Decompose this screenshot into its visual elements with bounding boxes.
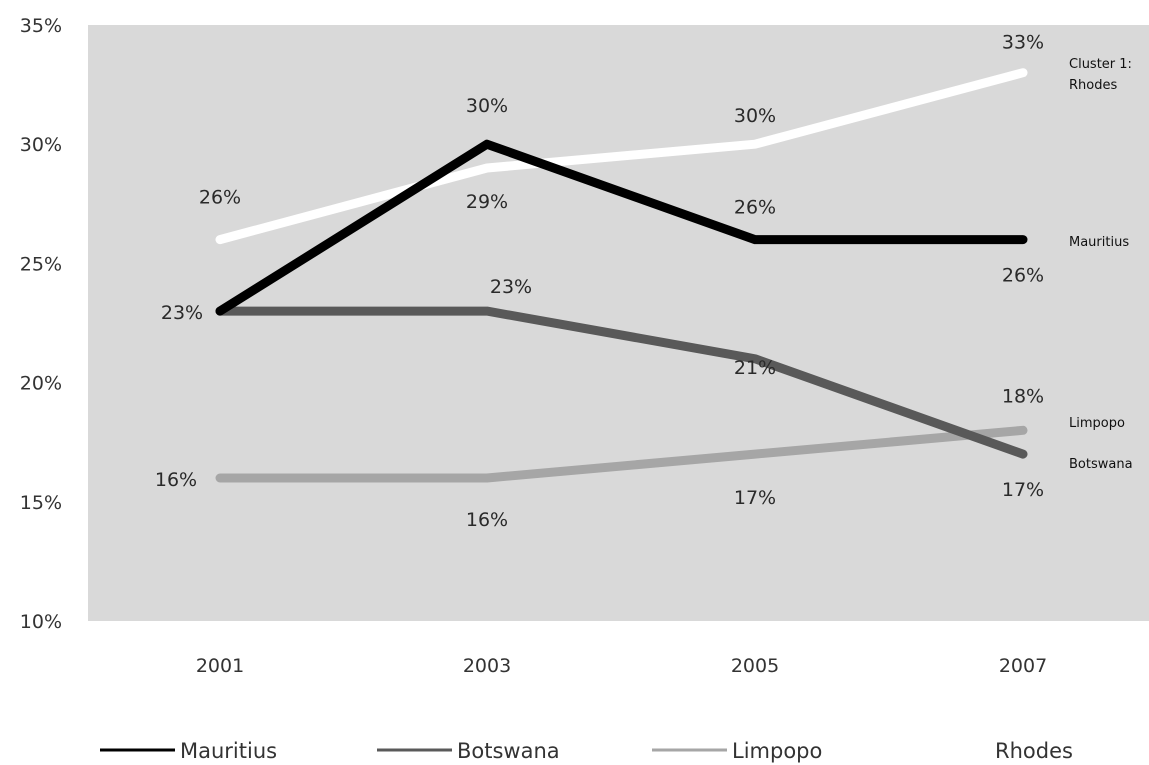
x-tick-label: 2007 [999, 655, 1047, 677]
y-tick-label: 30% [20, 134, 62, 156]
data-labels: 23% 30% 26% 26% 23% 21% 17% 16% 16% 17% 18% 26% 29% 3… [155, 32, 1044, 531]
data-label-mauritius: 23% [161, 302, 203, 324]
series-end-labels: Mauritius Botswana Limpopo Cluster 1: Rhodes [1069, 57, 1133, 472]
data-label-limpopo: 18% [1002, 385, 1044, 407]
y-axis-ticks: 10% 15% 20% 25% 30% 35% [20, 15, 62, 633]
y-tick-label: 25% [20, 253, 62, 275]
x-tick-label: 2001 [196, 655, 244, 677]
end-label-limpopo: Limpopo [1069, 416, 1125, 431]
x-tick-label: 2003 [463, 655, 511, 677]
legend-label-botswana: Botswana [457, 739, 560, 763]
data-label-mauritius: 30% [466, 95, 508, 117]
data-label-rhodes: 29% [466, 191, 508, 213]
end-label-botswana: Botswana [1069, 457, 1133, 472]
end-label-rhodes: Cluster 1: [1069, 57, 1132, 72]
series-lines [215, 68, 1028, 483]
data-label-limpopo: 17% [734, 487, 776, 509]
data-label-limpopo: 16% [155, 469, 197, 491]
x-axis-ticks: 2001 2003 2005 2007 [196, 655, 1047, 677]
y-tick-label: 10% [20, 611, 62, 633]
legend-label-rhodes: Rhodes [995, 739, 1073, 763]
legend-label-mauritius: Mauritius [180, 739, 277, 763]
x-tick-label: 2005 [731, 655, 779, 677]
legend: Mauritius Botswana Limpopo Rhodes [100, 739, 1073, 763]
data-label-limpopo: 16% [466, 509, 508, 531]
series-line-botswana [215, 306, 1028, 459]
data-label-mauritius: 26% [1002, 265, 1044, 287]
data-label-rhodes: 30% [734, 105, 776, 127]
y-tick-label: 15% [20, 492, 62, 514]
data-label-botswana: 23% [490, 276, 532, 298]
legend-label-limpopo: Limpopo [732, 739, 822, 763]
y-tick-label: 20% [20, 373, 62, 395]
data-label-rhodes: 26% [199, 187, 241, 209]
y-tick-label: 35% [20, 15, 62, 37]
series-line-limpopo [215, 425, 1028, 483]
end-label-rhodes: Rhodes [1069, 78, 1117, 93]
data-label-mauritius: 26% [734, 197, 776, 219]
data-label-botswana: 21% [734, 357, 776, 379]
plot-area [88, 25, 1149, 621]
data-label-botswana: 17% [1002, 479, 1044, 501]
data-label-rhodes: 33% [1002, 32, 1044, 54]
series-line-rhodes [215, 68, 1028, 245]
end-label-mauritius: Mauritius [1069, 235, 1129, 250]
series-line-mauritius [215, 139, 1028, 316]
